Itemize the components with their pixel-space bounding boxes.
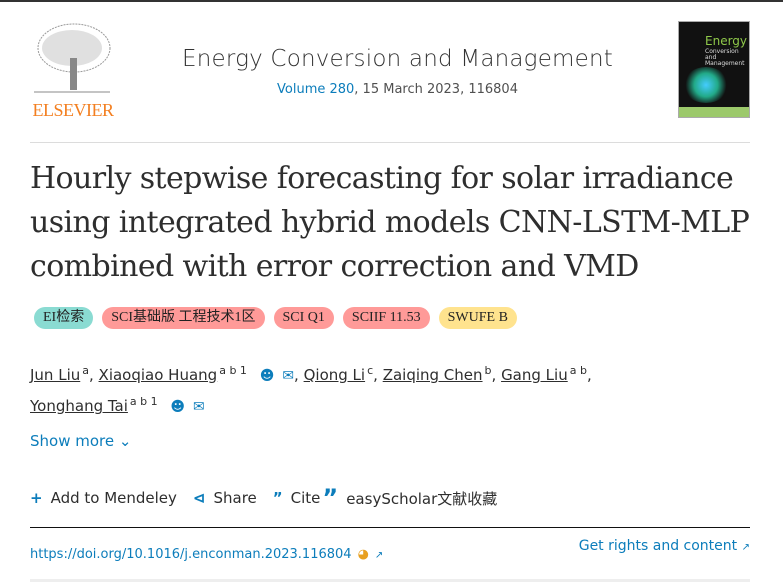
volume-link[interactable]: Volume 280 [277, 82, 355, 97]
badge-sciif: SCIIF 11.53 [342, 307, 430, 329]
elsevier-logo[interactable]: ELSEVIER [30, 22, 116, 120]
cover-subtitle: Conversion and Management [705, 48, 745, 67]
easyscholar-quote-icon: ” [322, 484, 339, 512]
author-affiliation: a b [569, 364, 587, 377]
badge-ei: EI检索 [34, 307, 94, 329]
author-link[interactable]: Qiong Li [303, 366, 366, 384]
easyscholar-button[interactable]: easyScholar文献收藏 [346, 489, 498, 508]
share-button[interactable]: Share [213, 489, 257, 507]
cover-title: Energy [705, 34, 748, 48]
issue-date: , 15 March 2023, 116804 [354, 82, 518, 97]
author-link[interactable]: Jun Liu [30, 366, 81, 384]
author-link[interactable]: Xiaoqiao Huang [98, 366, 218, 384]
divider [30, 527, 750, 528]
author-affiliation: a b 1 [129, 395, 158, 408]
author-affiliation: a b 1 [219, 364, 247, 377]
elsevier-wordmark: ELSEVIER [32, 100, 115, 120]
badge-sci-basic: SCI基础版 工程技术1区 [102, 307, 265, 329]
chevron-down-icon: ⌄ [118, 432, 132, 450]
email-icon[interactable]: ✉ [282, 368, 295, 384]
article-title: Hourly stepwise forecasting for solar ir… [30, 161, 750, 284]
external-link-icon: ↗ [374, 550, 384, 561]
cite-button[interactable]: Cite [290, 489, 321, 507]
badge-sci-q1: SCI Q1 [273, 307, 334, 329]
tree-logo-icon [34, 23, 111, 93]
plus-icon: + [30, 489, 43, 507]
cover-band [679, 107, 749, 117]
author-affiliation: c [367, 364, 374, 377]
journal-cover[interactable]: Energy Conversion and Management [678, 21, 750, 118]
share-icon: ⊲ [192, 489, 206, 507]
divider [30, 142, 750, 143]
show-more-label: Show more [30, 432, 115, 450]
external-link-icon: ↗ [741, 542, 750, 553]
author-list: Jun Liu a, Xiaoqiao Huang a b 1 ☻ ✉, Qiong … [30, 358, 750, 420]
badge-list: EI检索 SCI基础版 工程技术1区 SCI Q1 SCIIF 11.53 SW… [34, 307, 517, 329]
author-link[interactable]: Yonghang Tai [30, 397, 128, 415]
email-icon[interactable]: ✉ [193, 399, 205, 415]
person-icon[interactable]: ☻ [259, 368, 275, 384]
journal-title[interactable]: Energy Conversion and Management [182, 46, 613, 72]
quote-icon: ” [272, 489, 283, 507]
doi-plugin-icon[interactable]: ◕ [357, 547, 369, 562]
author-affiliation: b [484, 364, 492, 377]
get-rights-link[interactable]: Get rights and content ↗ [579, 538, 750, 554]
get-rights-label: Get rights and content [578, 538, 738, 554]
article-actions: + Add to Mendeley ⊲ Share ” Cite ” easyS… [30, 484, 497, 512]
person-icon[interactable]: ☻ [170, 399, 186, 415]
doi-link[interactable]: https://doi.org/10.1016/j.enconman.2023.… [30, 547, 352, 562]
author-link[interactable]: Zaiqing Chen [382, 366, 483, 384]
author-link[interactable]: Gang Liu [501, 366, 568, 384]
badge-swufe: SWUFE B [438, 307, 517, 329]
show-more-button[interactable]: Show more ⌄ [30, 432, 131, 450]
author-affiliation: a [82, 364, 89, 377]
cover-art [683, 67, 729, 103]
add-to-mendeley-button[interactable]: Add to Mendeley [50, 489, 177, 507]
doi-row: https://doi.org/10.1016/j.enconman.2023.… [30, 547, 383, 562]
journal-volume-line: Volume 280, 15 March 2023, 116804 [160, 82, 635, 97]
